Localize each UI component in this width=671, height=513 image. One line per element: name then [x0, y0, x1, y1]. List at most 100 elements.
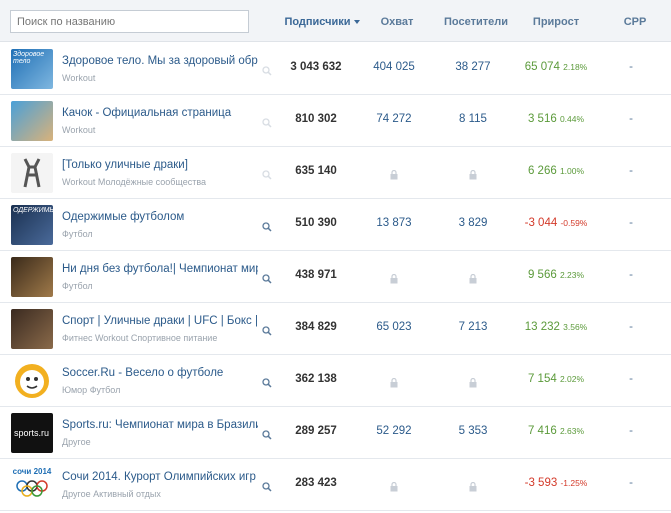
growth-number: 7 416	[527, 425, 557, 437]
growth-percent: 0.44%	[559, 114, 585, 124]
group-row[interactable]: Здоровое тело Здоровое тело. Мы за здоров…	[0, 43, 671, 95]
growth-number: -3 593	[524, 477, 558, 489]
cpp-value: -	[629, 321, 633, 333]
group-name-link[interactable]: Сочи 2014. Курорт Олимпийских игр	[62, 471, 256, 483]
avatar[interactable]	[11, 153, 53, 193]
search-icon[interactable]	[262, 323, 272, 336]
group-category: Workout	[62, 73, 96, 83]
growth-percent: 2.23%	[559, 270, 585, 280]
cpp-value: -	[629, 165, 633, 177]
lock-icon	[390, 479, 398, 492]
subscribers-value: 510 390	[295, 217, 337, 229]
reach-value: 74 272	[376, 113, 412, 125]
search-icon[interactable]	[262, 167, 272, 180]
growth-value: -3 593 -1.25%	[512, 477, 600, 489]
growth-number: 3 516	[527, 113, 557, 125]
subscribers-value: 635 140	[295, 165, 337, 177]
growth-number: 13 232	[524, 321, 560, 333]
lock-icon	[390, 375, 398, 388]
growth-value: 13 232 3.56%	[512, 321, 600, 333]
growth-percent: -0.59%	[560, 218, 588, 228]
cpp-value: -	[629, 425, 633, 437]
cpp-value: -	[629, 269, 633, 281]
search-icon[interactable]	[262, 219, 272, 232]
group-row[interactable]: [Только уличные драки] Workout Молодёжные…	[0, 147, 671, 199]
group-name-link[interactable]: Sports.ru: Чемпионат мира в Бразили	[62, 419, 258, 431]
group-category: Workout	[62, 125, 96, 135]
avatar[interactable]: сочи 2014	[11, 465, 53, 505]
search-input[interactable]	[10, 10, 249, 33]
growth-percent: 2.63%	[559, 426, 585, 436]
growth-number: 65 074	[524, 61, 560, 73]
avatar[interactable]	[11, 309, 53, 349]
growth-number: 7 154	[527, 373, 557, 385]
group-name-link[interactable]: [Только уличные драки]	[62, 159, 188, 171]
avatar[interactable]: Здоровое тело	[11, 49, 53, 89]
lock-icon	[469, 271, 477, 284]
growth-number: 9 566	[527, 269, 557, 281]
group-row[interactable]: Качок - Официальная страница Workout 810 3…	[0, 95, 671, 147]
search-icon[interactable]	[262, 115, 272, 128]
group-category: Футбол	[62, 229, 93, 239]
group-row[interactable]: Спорт | Уличные драки | UFC | Бокс | ММ Ф…	[0, 303, 671, 355]
column-cpp[interactable]: CPP	[623, 16, 647, 28]
group-name-link[interactable]: Ни дня без футбола!| Чемпионат мира 2	[62, 263, 258, 275]
search-icon[interactable]	[262, 63, 272, 76]
reach-value: 404 025	[373, 61, 415, 73]
column-growth[interactable]: Прирост	[532, 16, 580, 28]
visitors-value: 3 829	[458, 217, 488, 229]
avatar[interactable]	[11, 101, 53, 141]
growth-percent: 3.56%	[563, 322, 588, 332]
lock-icon	[469, 479, 477, 492]
group-category: Workout Молодёжные сообщества	[62, 177, 207, 187]
column-subscribers[interactable]: Подписчики	[282, 16, 362, 28]
lock-icon	[390, 271, 398, 284]
group-row[interactable]: Soccer.Ru - Весело о футболе Юмор Футбол 3…	[0, 355, 671, 407]
growth-number: 6 266	[527, 165, 557, 177]
growth-number: -3 044	[524, 217, 558, 229]
subscribers-value: 289 257	[295, 425, 337, 437]
cpp-value: -	[629, 373, 633, 385]
group-name-link[interactable]: Soccer.Ru - Весело о футболе	[62, 367, 224, 379]
avatar-label: ОДЕРЖИМЫЕ	[13, 207, 53, 214]
avatar[interactable]: ОДЕРЖИМЫЕ	[11, 205, 53, 245]
group-row[interactable]: sports.ru Sports.ru: Чемпионат мира в Бра…	[0, 407, 671, 459]
group-row[interactable]: Ни дня без футбола!| Чемпионат мира 2 Фут…	[0, 251, 671, 303]
reach-value: 65 023	[376, 321, 412, 333]
avatar-label: sports.ru	[14, 428, 50, 438]
group-name-link[interactable]: Здоровое тело. Мы за здоровый образ	[62, 55, 258, 67]
column-reach[interactable]: Охват	[380, 16, 414, 28]
group-category: Другое Активный отдых	[62, 489, 161, 499]
growth-value: 7 416 2.63%	[512, 425, 600, 437]
growth-value: 6 266 1.00%	[512, 165, 600, 177]
avatar-label: Здоровое тело	[13, 51, 45, 65]
group-category: Фитнес Workout Спортивное питание	[62, 333, 218, 343]
reach-value: 13 873	[376, 217, 412, 229]
search-icon[interactable]	[262, 375, 272, 388]
avatar[interactable]	[11, 361, 53, 401]
search-icon[interactable]	[262, 271, 272, 284]
group-category: Другое	[62, 437, 91, 447]
growth-value: 7 154 2.02%	[512, 373, 600, 385]
avatar[interactable]	[11, 257, 53, 297]
visitors-value: 38 277	[455, 61, 491, 73]
group-name-link[interactable]: Качок - Официальная страница	[62, 107, 232, 119]
growth-value: 9 566 2.23%	[512, 269, 600, 281]
search-icon[interactable]	[262, 479, 272, 492]
subscribers-value: 283 423	[295, 477, 337, 489]
subscribers-value: 384 829	[295, 321, 337, 333]
column-visitors[interactable]: Посетители	[444, 16, 508, 28]
avatar[interactable]: sports.ru	[11, 413, 53, 453]
group-row[interactable]: сочи 2014 Сочи 2014. Курорт Олимпийских и…	[0, 459, 671, 511]
growth-percent: 1.00%	[559, 166, 585, 176]
growth-percent: 2.18%	[563, 62, 588, 72]
group-name-link[interactable]: Одержимые футболом	[62, 211, 185, 223]
group-row[interactable]: ОДЕРЖИМЫЕ Одержимые футболом Футбол 510 390…	[0, 199, 671, 251]
avatar-label: сочи 2014	[12, 467, 52, 476]
group-name-link[interactable]: Спорт | Уличные драки | UFC | Бокс | ММ	[62, 315, 258, 327]
group-category: Юмор Футбол	[62, 385, 121, 395]
search-icon[interactable]	[262, 427, 272, 440]
cpp-value: -	[629, 217, 633, 229]
visitors-value: 7 213	[458, 321, 488, 333]
subscribers-value: 362 138	[295, 373, 337, 385]
